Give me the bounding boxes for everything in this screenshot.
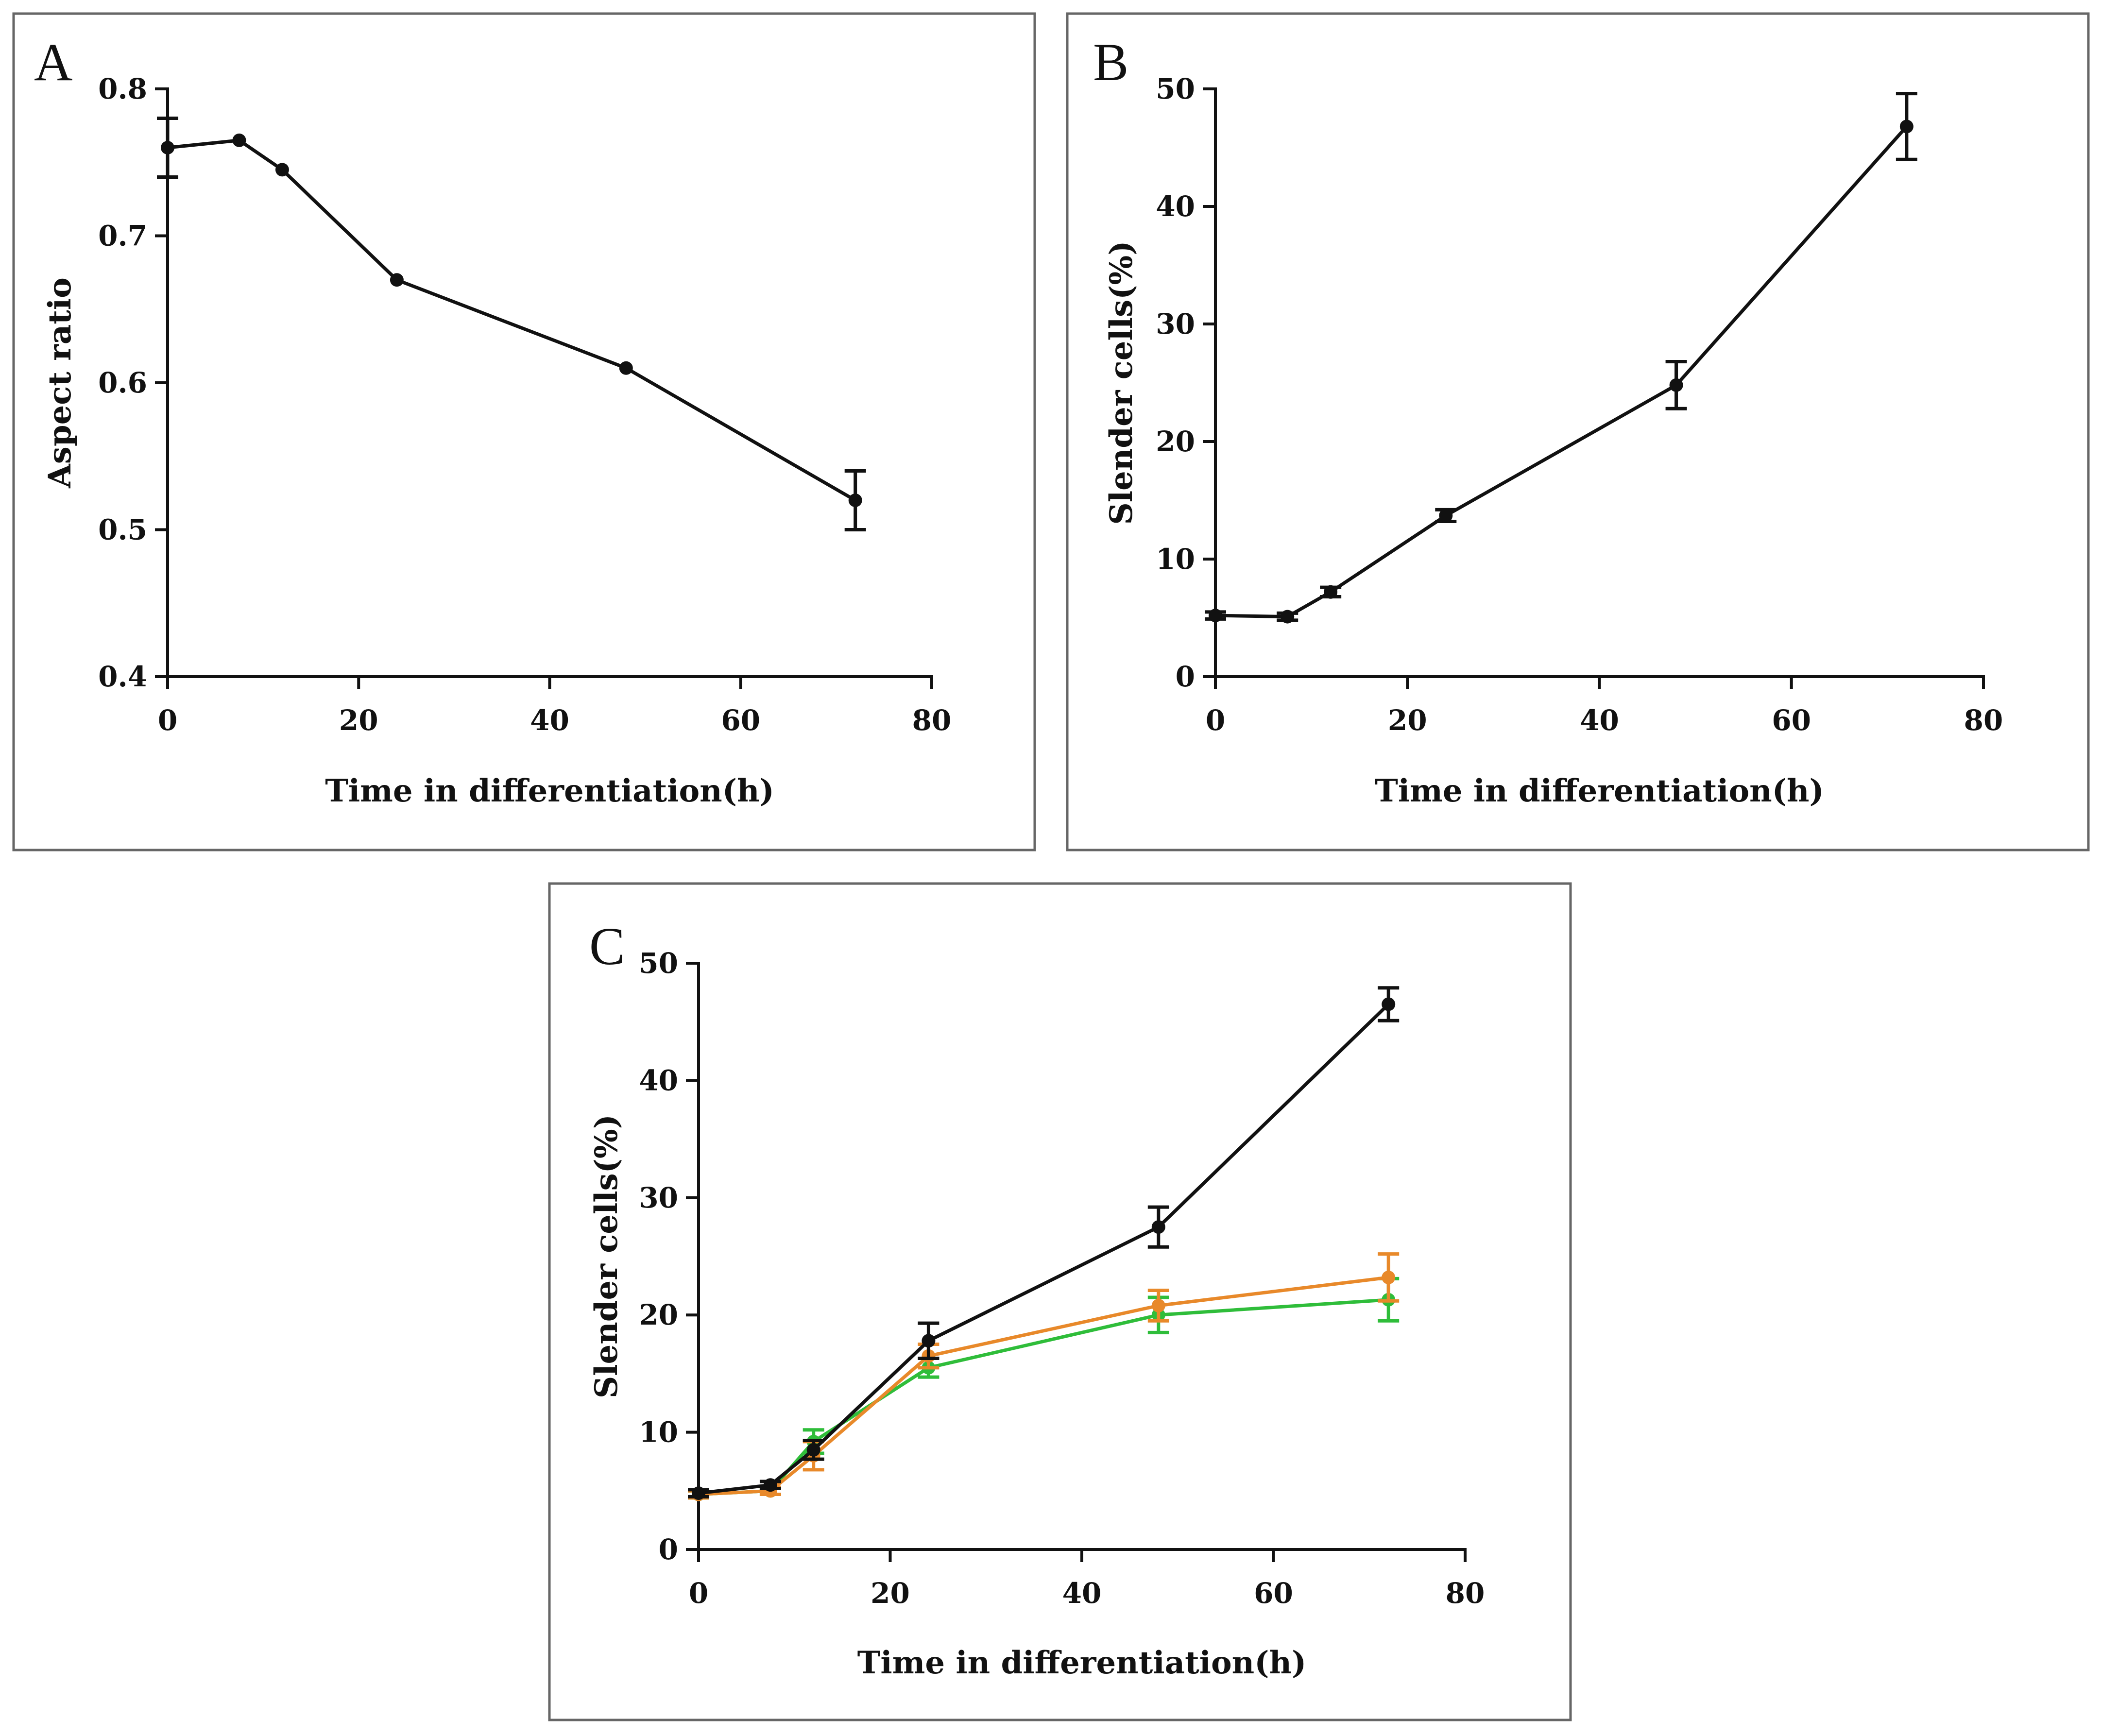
y-axis-title: Slender cells(%) [588, 1114, 625, 1398]
x-tick-label: 80 [1964, 704, 2003, 737]
x-tick-label: 80 [912, 704, 952, 737]
y-tick-label: 10 [1156, 543, 1195, 576]
data-point [692, 1486, 705, 1500]
data-point [390, 273, 404, 287]
x-axis-title: Time in differentiation(h) [857, 1645, 1307, 1681]
data-point [1324, 585, 1338, 599]
x-tick-label: 40 [1580, 704, 1619, 737]
panel-a: A 0 20 40 60 80 0.4 0.5 0.6 0.7 0.8 Time in differe… [12, 12, 1036, 851]
panel-letter: C [589, 917, 625, 976]
x-tick-label: 60 [721, 704, 760, 737]
y-tick-label: 20 [639, 1298, 678, 1331]
x-tick-label: 20 [339, 704, 378, 737]
y-axis-title: Aspect ratio [42, 277, 78, 489]
y-tick-label: 50 [639, 947, 678, 980]
data-point [1439, 509, 1453, 523]
x-axis-title: Time in differentiation(h) [1375, 773, 1824, 809]
series-line [167, 138, 856, 502]
series-line [698, 1003, 1390, 1495]
data-point [1382, 997, 1396, 1011]
x-tick-label: 80 [1446, 1577, 1485, 1610]
series-line [1215, 125, 1908, 619]
data-point [1669, 378, 1683, 392]
data-point [1151, 1298, 1165, 1312]
panel-frame [1066, 12, 2090, 851]
data-point [1899, 119, 1913, 134]
data-point [922, 1334, 936, 1348]
x-axis-title: Time in differentiation(h) [325, 773, 774, 809]
x-tick-label: 60 [1772, 704, 1811, 737]
data-point [232, 133, 246, 147]
data-point [161, 141, 174, 154]
series-Slender-cells [1205, 92, 1917, 624]
series-black-series [688, 986, 1400, 1500]
y-tick-label: 40 [1156, 190, 1195, 223]
y-tick-label: 0.7 [98, 220, 147, 253]
panel-letter: A [34, 33, 72, 92]
x-tick-label: 0 [1206, 704, 1225, 737]
panel-frame [12, 12, 1036, 851]
y-tick-label: 40 [639, 1064, 678, 1097]
x-tick-label: 20 [871, 1577, 910, 1610]
x-tick-label: 40 [530, 704, 569, 737]
panel-frame [548, 882, 1572, 1721]
data-point [1281, 610, 1295, 624]
x-tick-label: 20 [1388, 704, 1427, 737]
data-point [806, 1443, 820, 1457]
panel-letter: B [1093, 33, 1128, 92]
x-tick-label: 0 [158, 704, 177, 737]
y-tick-label: 50 [1156, 72, 1195, 105]
data-point [848, 494, 862, 507]
series-line [698, 1276, 1389, 1497]
y-tick-label: 20 [1156, 425, 1195, 458]
y-tick-label: 10 [639, 1416, 678, 1449]
data-point [1382, 1270, 1396, 1284]
x-tick-label: 0 [689, 1577, 708, 1610]
x-tick-label: 60 [1254, 1577, 1293, 1610]
data-point [1209, 609, 1222, 623]
y-tick-label: 0.8 [98, 72, 147, 105]
data-point [619, 361, 633, 375]
x-tick-label: 40 [1062, 1577, 1102, 1610]
y-axis-title: Slender cells(%) [1103, 241, 1140, 525]
y-tick-label: 0 [1176, 660, 1195, 693]
data-point [275, 163, 289, 177]
y-tick-label: 0.6 [98, 366, 147, 399]
y-tick-label: 0.5 [98, 513, 147, 546]
series-Aspect-ratio [157, 117, 866, 531]
y-tick-label: 30 [1156, 307, 1195, 340]
data-point [763, 1478, 777, 1492]
panel-c: C 0 20 40 60 80 0 10 20 30 40 50 Time in differentia… [548, 882, 1572, 1721]
data-point [1151, 1220, 1165, 1234]
panel-b: B 0 20 40 60 80 0 10 20 30 40 50 Time in differentia… [1066, 12, 2090, 851]
y-tick-label: 0.4 [98, 660, 147, 693]
y-tick-label: 30 [639, 1181, 678, 1214]
y-tick-label: 0 [659, 1533, 678, 1566]
